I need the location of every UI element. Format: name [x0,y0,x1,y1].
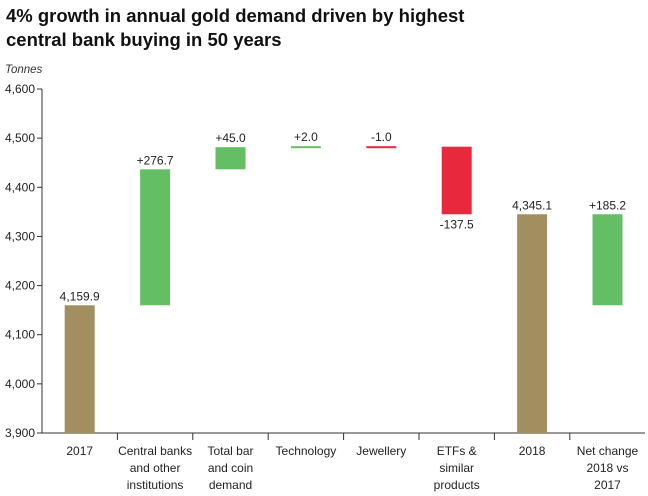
x-tick-label: Jewellery [356,444,406,458]
y-tick-label: 3,900 [5,426,35,440]
x-tick-label: similar [439,461,474,475]
y-axis-unit-label: Tonnes [5,64,43,76]
chart-title: 4% growth in annual gold demand driven b… [6,4,636,52]
waterfall-bar [290,146,321,149]
x-tick-label: ETFs & [437,444,477,458]
x-tick-label: 2018 [519,444,546,458]
waterfall-bar [592,214,623,306]
x-tick-label: institutions [127,478,184,492]
data-label: +276.7 [137,153,174,167]
waterfall-bar [366,146,397,149]
data-label: +45.0 [215,131,246,145]
waterfall-bar [215,147,246,170]
x-tick-label: 2017 [594,478,621,492]
y-tick-label: 4,400 [5,180,35,194]
waterfall-bar [64,305,95,433]
chart-title-line-1: 4% growth in annual gold demand driven b… [6,5,465,26]
waterfall-bar [140,169,171,306]
x-tick-label: Total bar [207,444,253,458]
chart-title-line-2: central bank buying in 50 years [6,29,282,50]
data-label: -137.5 [440,217,474,231]
y-tick-label: 4,000 [5,377,35,391]
y-tick-label: 4,300 [5,229,35,243]
x-tick-label: demand [209,478,252,492]
data-label: +2.0 [294,130,318,144]
x-tick-label: Technology [276,444,337,458]
y-tick-label: 4,100 [5,328,35,342]
x-tick-label: 2017 [66,444,93,458]
x-tick-label: and other [130,461,181,475]
data-label: +185.2 [589,198,626,212]
x-tick-label: and coin [208,461,253,475]
y-tick-label: 4,600 [5,82,35,96]
x-tick-label: Net change [577,444,639,458]
data-label: -1.0 [371,130,392,144]
x-tick-label: 2018 vs [586,461,628,475]
waterfall-bar [517,214,548,433]
data-label: 4,159.9 [60,289,100,303]
waterfall-bar [441,146,472,215]
data-label: 4,345.1 [512,198,552,212]
x-tick-label: products [434,478,480,492]
y-tick-label: 4,500 [5,131,35,145]
x-tick-label: Central banks [118,444,192,458]
y-tick-label: 4,200 [5,279,35,293]
